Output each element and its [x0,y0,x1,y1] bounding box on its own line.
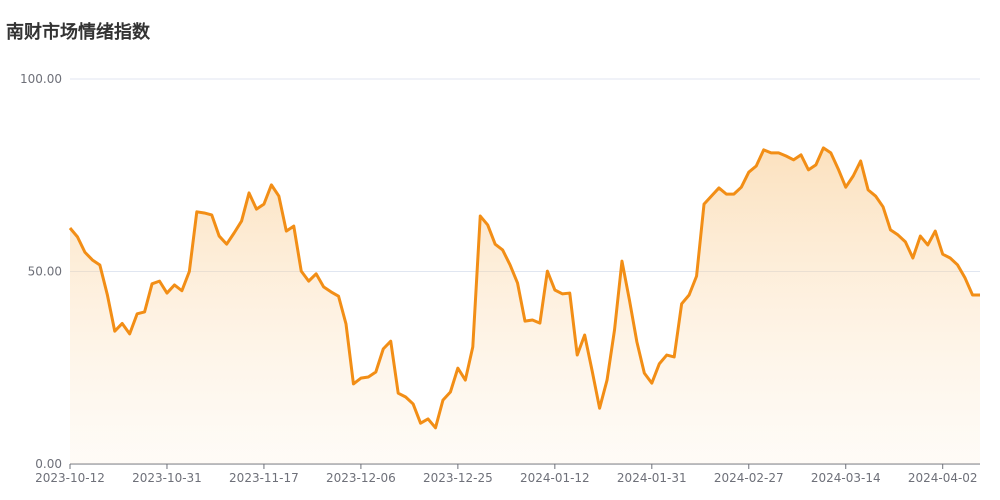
x-tick-label: 2024-02-27 [714,471,784,485]
x-tick-label: 2023-10-31 [132,471,202,485]
x-tick-label: 2024-03-14 [811,471,881,485]
area-fill [70,147,980,465]
x-tick-label: 2023-12-25 [423,471,493,485]
x-tick-label: 2024-01-31 [617,471,687,485]
y-tick-label: 100.00 [20,72,62,86]
y-tick-label: 50.00 [28,265,62,279]
x-tick-label: 2023-10-12 [35,471,105,485]
x-tick-label: 2023-11-17 [229,471,299,485]
x-tick-label: 2023-12-06 [326,471,396,485]
x-tick-label: 2024-04-02 [908,471,978,485]
chart-title: 南财市场情绪指数 [6,21,151,43]
line [68,146,980,430]
y-tick-label: 0.00 [35,457,62,471]
x-tick-label: 2024-01-12 [520,471,590,485]
